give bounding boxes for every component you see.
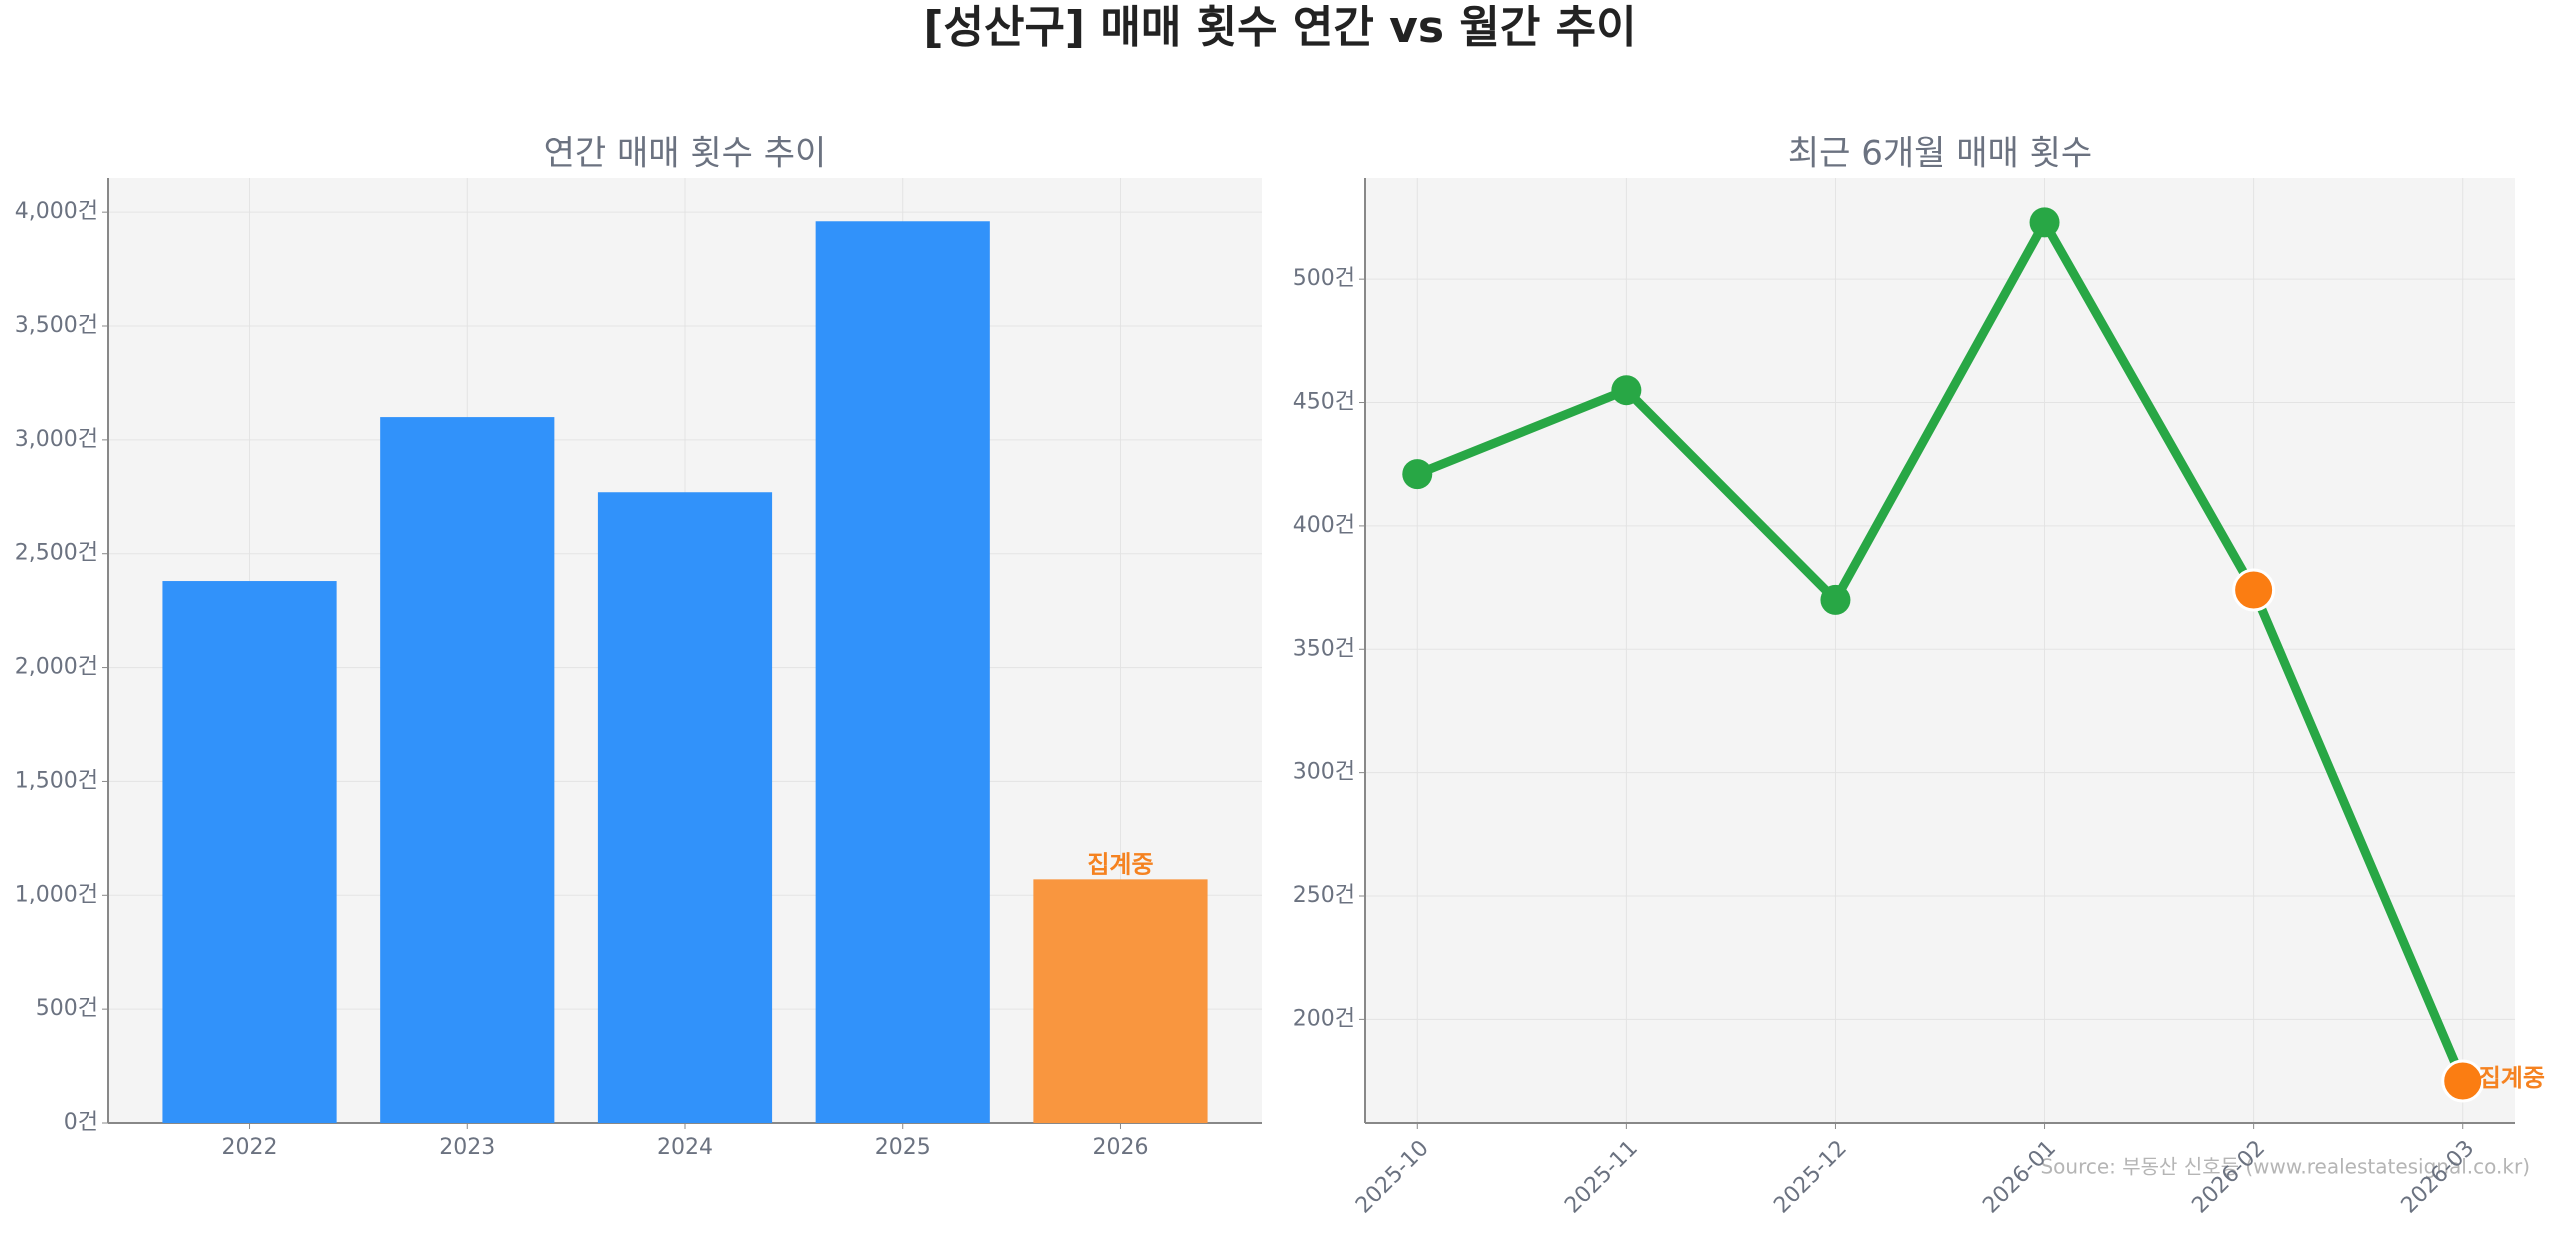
subplot: 최근 6개월 매매 횟수 200건 250건 300건 350건 400건 450건 500건… xyxy=(1293,134,2545,1219)
y-tick-label: 1,500건 xyxy=(15,768,98,793)
x-tick-label: 2023 xyxy=(439,1135,495,1160)
x-tick-label: 2026 xyxy=(1092,1135,1148,1160)
y-tick-label: 450건 xyxy=(1293,390,1355,415)
bar xyxy=(597,492,773,1123)
line xyxy=(1415,217,2467,1083)
x-tick-label: 2025-11 xyxy=(1560,1136,1643,1219)
y-tick-label: 500건 xyxy=(36,996,98,1021)
bar xyxy=(1033,879,1208,1123)
point xyxy=(2232,568,2276,612)
subplot-title: 연간 매매 횟수 추이 xyxy=(544,134,827,174)
bar xyxy=(815,221,990,1123)
point xyxy=(2441,1059,2485,1103)
y-tick-label: 500건 xyxy=(1293,266,1355,291)
x-tick-label: 2022 xyxy=(222,1135,278,1160)
annotation: 집계중 xyxy=(2479,1064,2545,1092)
y-tick-label: 0건 xyxy=(64,1110,98,1135)
y-tick-label: 200건 xyxy=(1293,1006,1355,1031)
subplot-title: 최근 6개월 매매 횟수 xyxy=(1788,134,2092,174)
source-note: Source: 부동산 신호등 (www.realestatesignal.co… xyxy=(2040,1155,2530,1179)
x-tick-label: 2025-10 xyxy=(1351,1136,1434,1219)
y-tick-label: 250건 xyxy=(1293,883,1355,908)
y-tick-label: 3,000건 xyxy=(15,427,98,452)
y-tick-label: 2,500건 xyxy=(15,541,98,566)
y-tick-label: 1,000건 xyxy=(15,882,98,907)
point xyxy=(1402,459,1433,490)
point xyxy=(1820,584,1851,615)
x-tick-label: 2024 xyxy=(657,1135,713,1160)
y-tick-label: 400건 xyxy=(1293,513,1355,538)
x-tick-label: 2025-12 xyxy=(1769,1136,1852,1219)
point xyxy=(2029,207,2060,238)
y-tick-label: 3,500건 xyxy=(15,313,98,338)
bar xyxy=(162,581,337,1123)
y-tick-label: 350건 xyxy=(1293,636,1355,661)
figure-title: [성산구] 매매 횟수 연간 vs 월간 추이 xyxy=(923,2,1636,53)
y-tick-label: 300건 xyxy=(1293,760,1355,785)
x-tick-label: 2025 xyxy=(875,1135,931,1160)
annotation: 집계중 xyxy=(1087,850,1153,878)
bar xyxy=(380,417,555,1123)
point xyxy=(1611,375,1642,406)
y-tick-label: 4,000건 xyxy=(15,199,98,224)
subplot: 연간 매매 횟수 추이 0건 500건 1,000건 1,500건 2,000건 2,500… xyxy=(15,134,1262,1160)
plot-area xyxy=(1365,178,2515,1123)
y-tick-label: 2,000건 xyxy=(15,655,98,680)
